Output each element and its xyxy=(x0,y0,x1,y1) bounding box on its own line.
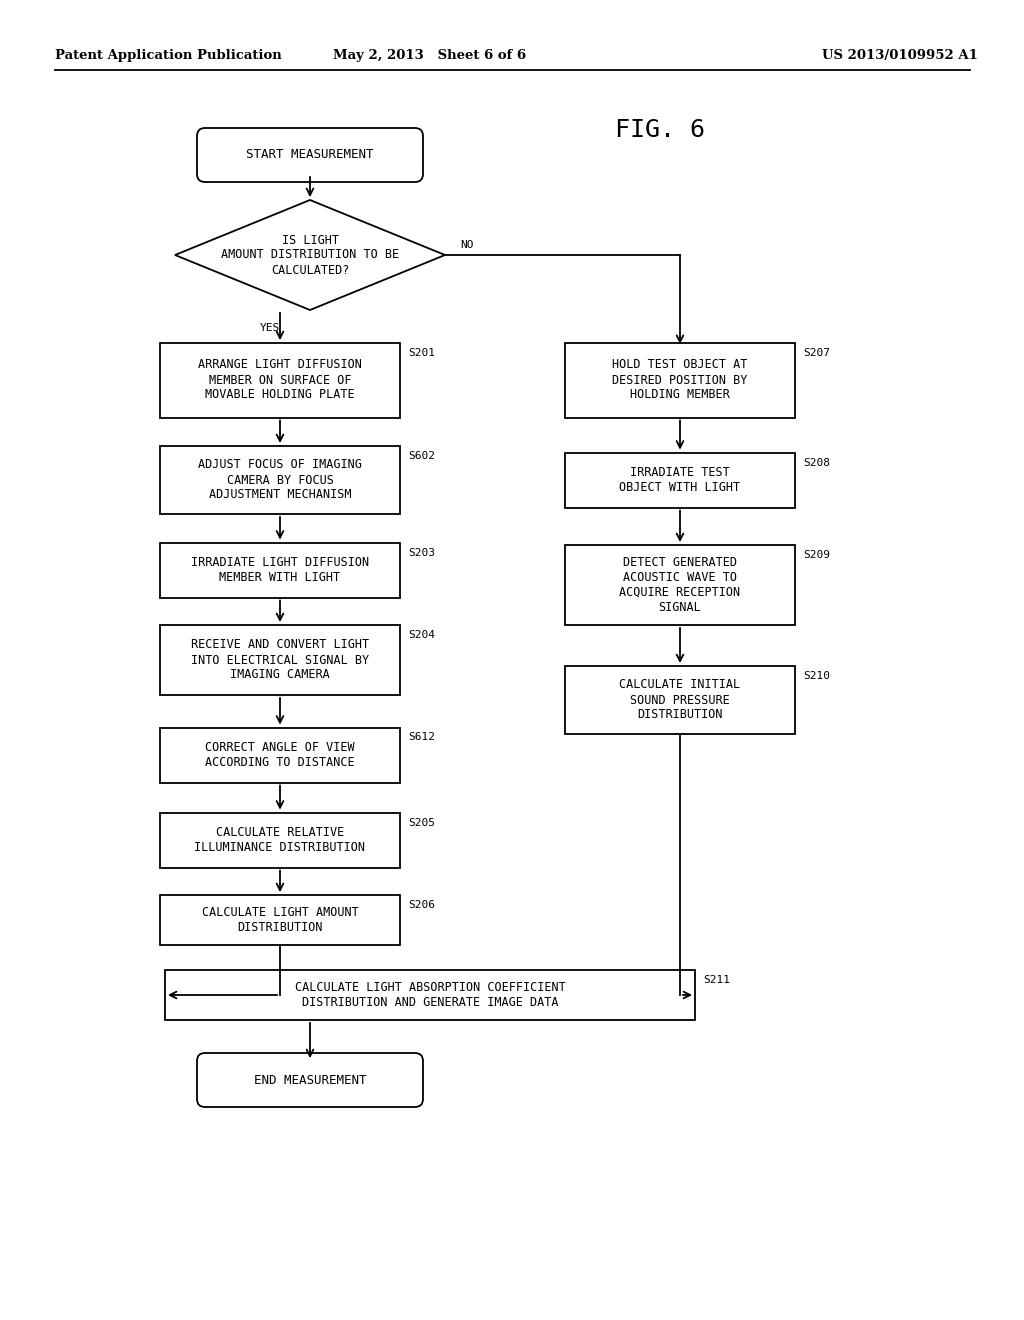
Text: CALCULATE LIGHT ABSORPTION COEFFICIENT
DISTRIBUTION AND GENERATE IMAGE DATA: CALCULATE LIGHT ABSORPTION COEFFICIENT D… xyxy=(295,981,565,1008)
Text: S211: S211 xyxy=(703,975,730,985)
Text: S204: S204 xyxy=(408,630,435,640)
Text: CALCULATE INITIAL
SOUND PRESSURE
DISTRIBUTION: CALCULATE INITIAL SOUND PRESSURE DISTRIB… xyxy=(620,678,740,722)
Text: S612: S612 xyxy=(408,733,435,742)
Text: ARRANGE LIGHT DIFFUSION
MEMBER ON SURFACE OF
MOVABLE HOLDING PLATE: ARRANGE LIGHT DIFFUSION MEMBER ON SURFAC… xyxy=(198,359,361,401)
Text: RECEIVE AND CONVERT LIGHT
INTO ELECTRICAL SIGNAL BY
IMAGING CAMERA: RECEIVE AND CONVERT LIGHT INTO ELECTRICA… xyxy=(190,639,369,681)
Text: IRRADIATE LIGHT DIFFUSION
MEMBER WITH LIGHT: IRRADIATE LIGHT DIFFUSION MEMBER WITH LI… xyxy=(190,556,369,583)
Text: CALCULATE RELATIVE
ILLUMINANCE DISTRIBUTION: CALCULATE RELATIVE ILLUMINANCE DISTRIBUT… xyxy=(195,826,366,854)
Text: NO: NO xyxy=(460,240,473,249)
Bar xyxy=(565,342,795,417)
Text: S602: S602 xyxy=(408,451,435,461)
Text: CORRECT ANGLE OF VIEW
ACCORDING TO DISTANCE: CORRECT ANGLE OF VIEW ACCORDING TO DISTA… xyxy=(205,741,354,770)
Bar xyxy=(565,453,795,507)
Text: Patent Application Publication: Patent Application Publication xyxy=(55,49,282,62)
Text: May 2, 2013   Sheet 6 of 6: May 2, 2013 Sheet 6 of 6 xyxy=(334,49,526,62)
Text: S208: S208 xyxy=(803,458,830,467)
Text: S207: S207 xyxy=(803,347,830,358)
Text: DETECT GENERATED
ACOUSTIC WAVE TO
ACQUIRE RECEPTION
SIGNAL: DETECT GENERATED ACOUSTIC WAVE TO ACQUIR… xyxy=(620,556,740,614)
Text: HOLD TEST OBJECT AT
DESIRED POSITION BY
HOLDING MEMBER: HOLD TEST OBJECT AT DESIRED POSITION BY … xyxy=(612,359,748,401)
Bar xyxy=(565,667,795,734)
Bar xyxy=(160,624,400,696)
Bar xyxy=(160,446,400,513)
FancyBboxPatch shape xyxy=(197,1053,423,1107)
Bar xyxy=(160,543,400,598)
Bar xyxy=(165,970,695,1020)
Text: IRRADIATE TEST
OBJECT WITH LIGHT: IRRADIATE TEST OBJECT WITH LIGHT xyxy=(620,466,740,494)
Text: S203: S203 xyxy=(408,548,435,557)
Text: IS LIGHT
AMOUNT DISTRIBUTION TO BE
CALCULATED?: IS LIGHT AMOUNT DISTRIBUTION TO BE CALCU… xyxy=(221,234,399,276)
Bar xyxy=(160,727,400,783)
Text: S206: S206 xyxy=(408,900,435,909)
Polygon shape xyxy=(175,201,445,310)
Text: US 2013/0109952 A1: US 2013/0109952 A1 xyxy=(822,49,978,62)
Bar xyxy=(565,545,795,624)
Text: END MEASUREMENT: END MEASUREMENT xyxy=(254,1073,367,1086)
Text: YES: YES xyxy=(260,323,281,333)
Text: S205: S205 xyxy=(408,817,435,828)
FancyBboxPatch shape xyxy=(197,128,423,182)
Text: START MEASUREMENT: START MEASUREMENT xyxy=(246,149,374,161)
Text: S209: S209 xyxy=(803,550,830,560)
Text: S210: S210 xyxy=(803,671,830,681)
Text: FIG. 6: FIG. 6 xyxy=(615,117,705,143)
Bar xyxy=(160,813,400,867)
Bar xyxy=(160,342,400,417)
Text: ADJUST FOCUS OF IMAGING
CAMERA BY FOCUS
ADJUSTMENT MECHANISM: ADJUST FOCUS OF IMAGING CAMERA BY FOCUS … xyxy=(198,458,361,502)
Text: S201: S201 xyxy=(408,347,435,358)
Bar xyxy=(160,895,400,945)
Text: CALCULATE LIGHT AMOUNT
DISTRIBUTION: CALCULATE LIGHT AMOUNT DISTRIBUTION xyxy=(202,906,358,935)
